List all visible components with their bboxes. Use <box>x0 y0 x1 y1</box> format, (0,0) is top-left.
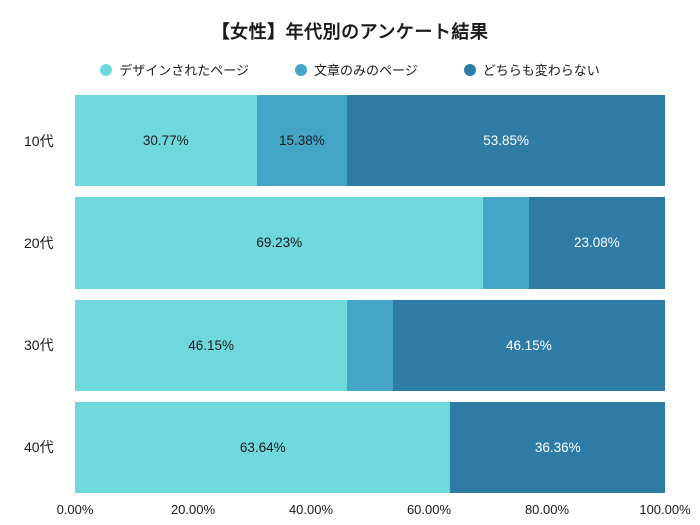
segment-value-label: 63.64% <box>239 439 286 455</box>
bar-segment: 36.36% <box>450 401 665 493</box>
bar-row: 20代 69.23% 23.08% <box>0 197 665 289</box>
category-label: 10代 <box>24 132 54 149</box>
legend-item: デザインされたページ <box>100 60 249 79</box>
bar-segment: 30.77% <box>75 95 257 187</box>
bar-row: 40代 63.64% 36.36% <box>0 401 665 493</box>
bar-segment: 46.15% <box>392 299 665 391</box>
legend-item: どちらも変わらない <box>463 60 600 79</box>
bar-segment: 53.85% <box>347 95 665 187</box>
bar-segment: 15.38% <box>256 95 348 187</box>
category-label: 20代 <box>24 234 54 251</box>
x-tick-label: 20.00% <box>170 502 216 517</box>
x-tick-label: 60.00% <box>406 502 452 517</box>
bar-row: 10代 30.77% 15.38% 53.85% <box>0 95 665 187</box>
chart-title: 【女性】年代別のアンケート結果 <box>211 22 489 42</box>
bar-rows: 10代 30.77% 15.38% 53.85% 20代 69.23% 23.08% 30代 4… <box>0 95 665 493</box>
legend-label: どちらも変わらない <box>482 63 600 78</box>
category-label: 40代 <box>24 439 54 456</box>
bar-segment: 63.64% <box>75 401 451 493</box>
bar-segment: 69.23% <box>75 197 484 289</box>
bar-track: 63.64% 36.36% <box>75 401 665 493</box>
plot-area: 10代 30.77% 15.38% 53.85% 20代 69.23% 23.08% 30代 4… <box>0 95 700 525</box>
segment-value-label: 46.15% <box>505 337 552 353</box>
segment-value-label: 15.38% <box>279 133 325 149</box>
bar-track: 69.23% 23.08% <box>75 197 665 289</box>
segment-value-label: 46.15% <box>188 337 235 353</box>
x-tick-label: 100.00% <box>639 502 691 517</box>
legend-label: デザインされたページ <box>119 63 249 78</box>
segment-value-label: 36.36% <box>534 439 581 455</box>
x-tick-label: 0.00% <box>56 502 94 517</box>
bar-segment: 46.15% <box>75 299 348 391</box>
legend-item: 文章のみのページ <box>294 60 418 79</box>
segment-value-label: 23.08% <box>574 235 620 251</box>
segment-value-label: 30.77% <box>142 133 189 149</box>
chart-legend: デザインされたページ 文章のみのページ どちらも変わらない <box>0 60 700 79</box>
bar-track: 30.77% 15.38% 53.85% <box>75 95 665 187</box>
bar-segment <box>347 299 393 391</box>
legend-swatch-icon <box>294 63 307 76</box>
segment-value-label: 53.85% <box>483 133 530 149</box>
bar-segment <box>483 197 529 289</box>
legend-swatch-icon <box>100 63 113 76</box>
legend-swatch-icon <box>463 63 476 76</box>
x-axis: 0.00% 20.00% 40.00% 60.00% 80.00% 100.00% <box>57 493 691 519</box>
legend-label: 文章のみのページ <box>313 63 418 78</box>
segment-value-label: 69.23% <box>256 235 303 251</box>
bar-segment: 23.08% <box>528 197 665 289</box>
x-tick-label: 80.00% <box>524 502 570 517</box>
category-label: 30代 <box>24 337 54 354</box>
x-tick-label: 40.00% <box>288 502 334 517</box>
bar-track: 46.15% 46.15% <box>75 299 665 391</box>
bar-row: 30代 46.15% 46.15% <box>0 299 665 391</box>
